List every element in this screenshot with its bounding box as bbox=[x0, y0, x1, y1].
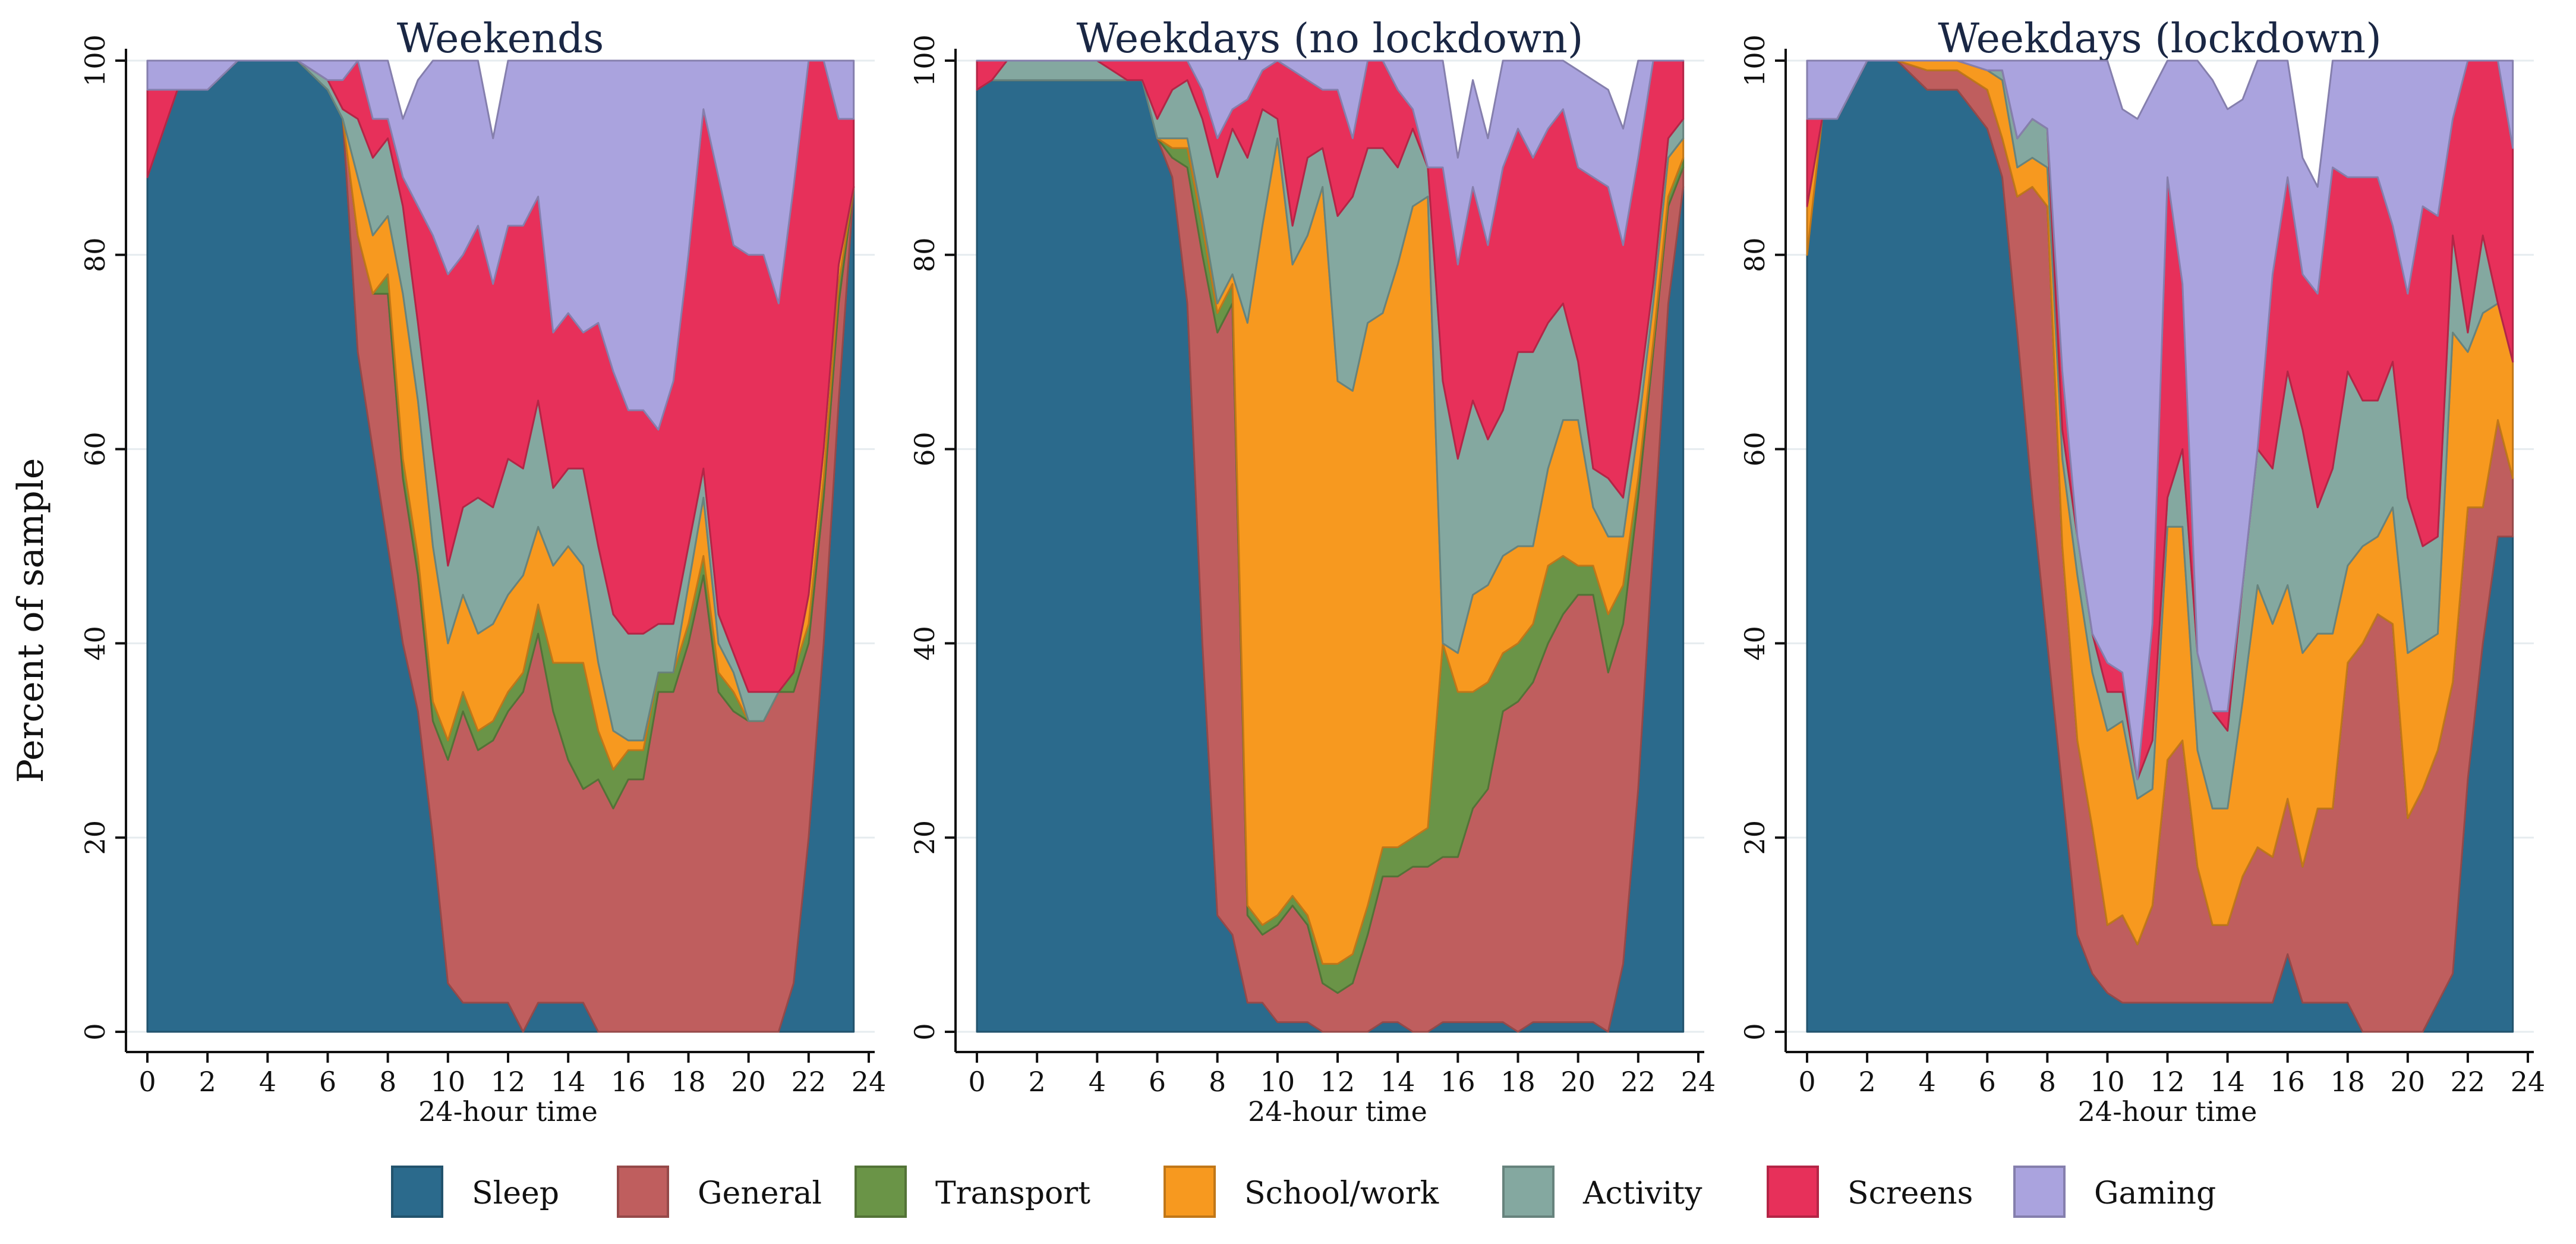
x-tick-label-12: 12 bbox=[491, 1066, 526, 1098]
legend: Sleep General Transport School/work Activity… bbox=[391, 1166, 2216, 1218]
y-tick-label-40: 40 bbox=[79, 626, 111, 661]
y-tick-label-80: 80 bbox=[79, 238, 111, 273]
legend-item-activity: Activity bbox=[1502, 1166, 1702, 1218]
x-tick-label-2: 2 bbox=[1858, 1066, 1875, 1098]
x-tick-label-22: 22 bbox=[792, 1066, 827, 1098]
legend-item-gaming: Gaming bbox=[2013, 1166, 2216, 1218]
x-tick-label-18: 18 bbox=[1500, 1066, 1535, 1098]
x-tick-label-0: 0 bbox=[1798, 1066, 1815, 1098]
panel-title-weekdays-lockdown: Weekdays (lockdown) bbox=[1938, 15, 2382, 62]
y-tick-label-40: 40 bbox=[909, 626, 941, 661]
x-tick-label-22: 22 bbox=[2451, 1066, 2486, 1098]
x-tick-label-18: 18 bbox=[2330, 1066, 2365, 1098]
x-tick-label-6: 6 bbox=[319, 1066, 336, 1098]
legend-label-general: General bbox=[698, 1176, 822, 1211]
x-tick-label-4: 4 bbox=[1089, 1066, 1106, 1098]
x-axis-label-weekdays-lockdown: 24-hour time bbox=[2078, 1095, 2257, 1128]
legend-item-general: General bbox=[617, 1166, 822, 1218]
y-tick-label-0: 0 bbox=[909, 1023, 941, 1040]
legend-swatch-screens bbox=[1767, 1166, 1819, 1218]
legend-label-activity: Activity bbox=[1582, 1176, 1702, 1211]
y-axis-label: Percent of sample bbox=[10, 458, 52, 783]
legend-item-transport: Transport bbox=[855, 1166, 1090, 1218]
x-tick-label-2: 2 bbox=[1029, 1066, 1046, 1098]
areas-weekends bbox=[146, 59, 855, 1033]
legend-swatch-transport bbox=[855, 1166, 907, 1218]
legend-label-screens: Screens bbox=[1847, 1176, 1973, 1211]
areas-weekdays-lockdown bbox=[1806, 59, 2514, 1033]
x-tick-label-12: 12 bbox=[1320, 1066, 1355, 1098]
legend-swatch-school-work bbox=[1164, 1166, 1216, 1218]
x-tick-label-14: 14 bbox=[551, 1066, 586, 1098]
legend-label-sleep: Sleep bbox=[472, 1176, 559, 1211]
legend-label-transport: Transport bbox=[935, 1176, 1090, 1211]
area-weekdays-no-lockdown-gaming bbox=[976, 59, 1685, 266]
x-tick-label-8: 8 bbox=[1209, 1066, 1226, 1098]
x-tick-label-2: 2 bbox=[199, 1066, 216, 1098]
x-tick-label-10: 10 bbox=[431, 1066, 466, 1098]
y-tick-label-0: 0 bbox=[1739, 1023, 1771, 1040]
y-tick-label-100: 100 bbox=[1739, 34, 1771, 87]
x-tick-label-20: 20 bbox=[1560, 1066, 1596, 1098]
legend-swatch-sleep bbox=[391, 1166, 443, 1218]
y-tick-label-20: 20 bbox=[1739, 820, 1771, 855]
x-tick-label-8: 8 bbox=[2039, 1066, 2056, 1098]
y-tick-label-100: 100 bbox=[79, 34, 111, 87]
x-tick-label-0: 0 bbox=[968, 1066, 985, 1098]
x-tick-label-10: 10 bbox=[2090, 1066, 2125, 1098]
y-tick-label-60: 60 bbox=[1739, 432, 1771, 467]
area-weekends-gaming bbox=[146, 59, 855, 431]
legend-item-school-work: School/work bbox=[1164, 1166, 1439, 1218]
x-tick-label-18: 18 bbox=[671, 1066, 706, 1098]
x-tick-label-10: 10 bbox=[1260, 1066, 1295, 1098]
x-tick-label-6: 6 bbox=[1149, 1066, 1166, 1098]
areas-weekdays-no-lockdown bbox=[976, 59, 1685, 1033]
legend-label-gaming: Gaming bbox=[2094, 1176, 2216, 1211]
x-tick-label-14: 14 bbox=[2210, 1066, 2245, 1098]
x-tick-label-20: 20 bbox=[731, 1066, 766, 1098]
x-tick-label-8: 8 bbox=[379, 1066, 396, 1098]
legend-swatch-gaming bbox=[2013, 1166, 2066, 1218]
x-axis-label-weekdays-no-lockdown: 24-hour time bbox=[1248, 1095, 1427, 1128]
x-tick-label-24: 24 bbox=[852, 1066, 887, 1098]
x-tick-label-22: 22 bbox=[1621, 1066, 1656, 1098]
panel-title-weekdays-no-lockdown: Weekdays (no lockdown) bbox=[1077, 15, 1584, 62]
panel-title-weekends: Weekends bbox=[397, 15, 604, 62]
y-tick-label-0: 0 bbox=[79, 1023, 111, 1040]
x-tick-label-0: 0 bbox=[138, 1066, 156, 1098]
y-tick-label-100: 100 bbox=[909, 34, 941, 87]
legend-swatch-activity bbox=[1502, 1166, 1555, 1218]
x-axis-label-weekends: 24-hour time bbox=[418, 1095, 598, 1128]
y-tick-label-60: 60 bbox=[79, 432, 111, 467]
y-tick-label-60: 60 bbox=[909, 432, 941, 467]
legend-label-school-work: School/work bbox=[1244, 1176, 1439, 1211]
y-tick-label-80: 80 bbox=[1739, 238, 1771, 273]
y-tick-label-40: 40 bbox=[1739, 626, 1771, 661]
x-tick-label-4: 4 bbox=[1919, 1066, 1936, 1098]
x-tick-label-4: 4 bbox=[259, 1066, 276, 1098]
x-tick-label-12: 12 bbox=[2150, 1066, 2185, 1098]
x-tick-label-20: 20 bbox=[2391, 1066, 2426, 1098]
x-tick-label-6: 6 bbox=[1979, 1066, 1996, 1098]
x-tick-label-24: 24 bbox=[1681, 1066, 1716, 1098]
area-weekdays-lockdown-gaming bbox=[1806, 59, 2514, 780]
legend-swatch-general bbox=[617, 1166, 669, 1218]
x-tick-label-16: 16 bbox=[2270, 1066, 2305, 1098]
x-tick-label-14: 14 bbox=[1380, 1066, 1415, 1098]
legend-item-sleep: Sleep bbox=[391, 1166, 559, 1218]
y-tick-label-20: 20 bbox=[79, 820, 111, 855]
legend-item-screens: Screens bbox=[1767, 1166, 1973, 1218]
x-tick-label-16: 16 bbox=[611, 1066, 646, 1098]
y-tick-label-80: 80 bbox=[909, 238, 941, 273]
y-tick-label-20: 20 bbox=[909, 820, 941, 855]
x-tick-label-24: 24 bbox=[2511, 1066, 2546, 1098]
x-tick-label-16: 16 bbox=[1440, 1066, 1475, 1098]
